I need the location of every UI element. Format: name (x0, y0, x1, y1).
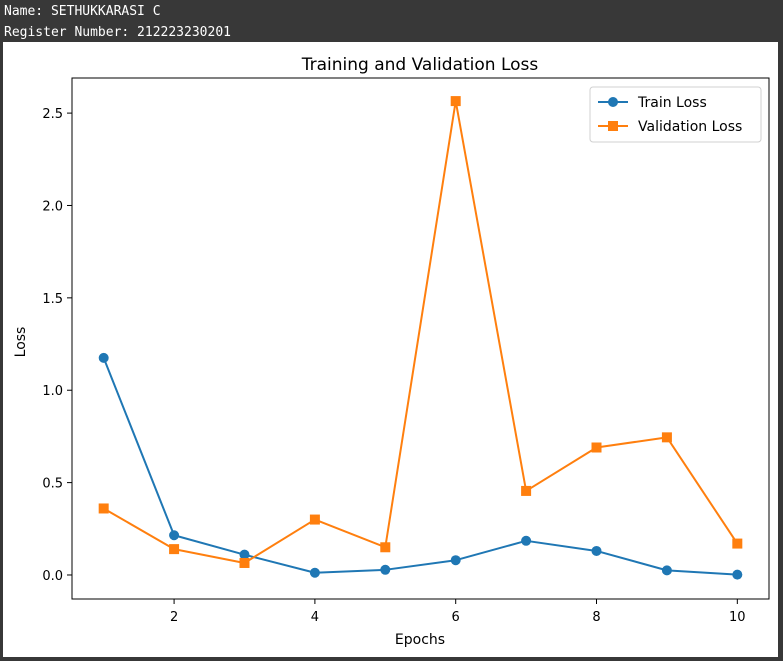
x-tick-label: 8 (592, 610, 600, 625)
train-loss-point (450, 555, 461, 566)
train-loss-line (102, 357, 738, 576)
console-register-line: Register Number: 212223230201 (4, 25, 231, 40)
chart-figure: Training and Validation Loss 2 4 6 8 10 0.0 0.… (3, 42, 778, 657)
chart-title: Training and Validation Loss (301, 55, 539, 75)
loss-chart: Training and Validation Loss 2 4 6 8 10 0.0 0.… (13, 55, 770, 648)
train-loss-point (591, 545, 602, 556)
validation-loss-point (521, 485, 532, 496)
validation-loss-point (732, 538, 743, 549)
x-tick-label: 2 (170, 610, 178, 625)
x-tick-label: 4 (311, 610, 319, 625)
y-tick-label: 2.5 (42, 107, 63, 122)
train-loss-point (309, 567, 320, 578)
validation-loss-point (380, 542, 391, 553)
legend-box (589, 86, 762, 143)
console-name-line: Name: SETHUKKARASI C (4, 4, 161, 19)
train-loss-point (169, 530, 180, 541)
validation-loss-point (450, 96, 461, 107)
axes-frame (71, 77, 770, 600)
validation-loss-point (169, 544, 180, 555)
legend-train-loss-label: Train Loss (637, 95, 707, 111)
x-tick-label: 6 (452, 610, 460, 625)
plot-area: 2 4 6 8 10 0.0 0.5 1.0 1.5 2.0 2.5 (42, 77, 770, 625)
validation-loss-point (98, 503, 109, 514)
y-tick-label: 0.5 (42, 477, 63, 492)
legend-validation-loss-marker (608, 121, 618, 131)
validation-loss-point (239, 557, 250, 568)
x-tick-label: 10 (729, 610, 746, 625)
validation-loss-line (103, 100, 739, 564)
train-loss-point (98, 352, 109, 363)
train-loss-point (380, 564, 391, 575)
legend-validation-loss-label: Validation Loss (638, 119, 742, 135)
train-loss-point (661, 565, 672, 576)
legend-train-loss-marker (608, 97, 618, 107)
train-loss-point (732, 569, 743, 580)
x-axis-label: Epochs (395, 632, 445, 648)
legend: Train Loss Validation Loss (589, 86, 762, 143)
validation-loss-point (661, 432, 672, 443)
train-loss-point (521, 535, 532, 546)
y-tick-label: 0.0 (42, 569, 63, 584)
y-axis-label: Loss (13, 327, 29, 358)
y-tick-label: 2.0 (42, 199, 63, 214)
y-tick-label: 1.0 (42, 384, 63, 399)
validation-loss-point (591, 442, 602, 453)
validation-loss-point (309, 514, 320, 525)
y-tick-label: 1.5 (42, 292, 63, 307)
train-loss-point (239, 549, 250, 560)
